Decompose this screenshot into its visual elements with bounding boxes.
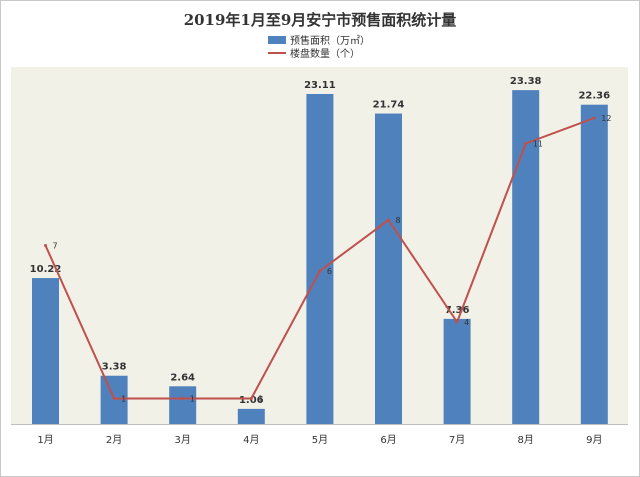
- line-point: [181, 397, 185, 400]
- x-tick-label: 8月: [518, 434, 534, 446]
- legend-item-line: 楼盘数量（个）: [268, 46, 370, 60]
- bar-value-label: 7.36: [445, 305, 470, 316]
- x-tick-label: 9月: [586, 434, 602, 446]
- bar-5: [306, 93, 334, 424]
- legend: 预售面积（万㎡） 楼盘数量（个）: [268, 33, 370, 60]
- x-tick-label: 7月: [449, 434, 465, 446]
- line-point: [455, 320, 459, 324]
- line-point: [44, 244, 47, 247]
- x-tick-label: 2月: [106, 434, 122, 446]
- line-value-label: 7: [53, 242, 58, 251]
- line-point: [524, 142, 528, 145]
- bar-value-label: 3.38: [102, 362, 127, 373]
- line-point: [249, 397, 253, 400]
- x-tick-label: 3月: [175, 434, 191, 446]
- legend-label-line: 楼盘数量（个）: [290, 49, 360, 60]
- legend-swatch-line: [268, 51, 286, 54]
- line-value-label: 1: [190, 395, 195, 404]
- line-point: [592, 116, 596, 120]
- legend-swatch-bar: [268, 35, 286, 44]
- line-value-label: 11: [533, 140, 543, 149]
- bar-4: [237, 408, 265, 424]
- bar-value-label: 21.74: [373, 100, 405, 111]
- line-value-label: 1: [121, 395, 126, 404]
- bar-value-label: 23.38: [510, 76, 542, 87]
- x-tick-label: 4月: [243, 434, 259, 446]
- bar-value-label: 2.64: [170, 372, 195, 383]
- legend-item-bar: 预售面积（万㎡）: [268, 33, 370, 47]
- x-tick-label: 6月: [380, 434, 396, 446]
- x-tick-label: 1月: [37, 434, 53, 446]
- line-value-label: 12: [601, 114, 611, 123]
- line-value-label: 1: [258, 395, 263, 404]
- line-point: [318, 269, 322, 273]
- line-value-label: 6: [327, 267, 332, 276]
- bar-3: [169, 386, 197, 424]
- legend-label-bar: 预售面积（万㎡）: [290, 36, 370, 47]
- bar-7: [443, 318, 471, 424]
- line-value-label: 4: [464, 318, 469, 327]
- x-tick-label: 5月: [312, 434, 328, 446]
- bar-9: [580, 104, 608, 424]
- line-point: [112, 397, 116, 400]
- bar-1: [32, 278, 59, 424]
- bar-value-label: 1.06: [239, 395, 264, 406]
- bar-6: [375, 113, 402, 425]
- bar-value-label: 10.22: [30, 264, 62, 275]
- bar-value-label: 22.36: [578, 91, 610, 102]
- bar-value-label: 23.11: [304, 80, 336, 91]
- chart-title: 2019年1月至9月安宁市预售面积统计量: [183, 11, 457, 29]
- line-value-label: 8: [396, 216, 401, 225]
- line-point: [387, 218, 390, 222]
